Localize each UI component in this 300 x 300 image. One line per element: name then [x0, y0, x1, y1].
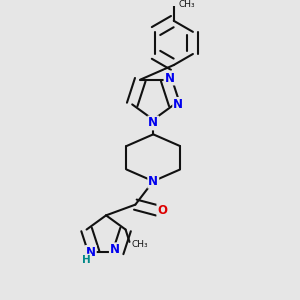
Text: O: O	[158, 204, 167, 217]
Text: H: H	[82, 255, 91, 265]
Text: N: N	[148, 175, 158, 188]
Text: CH₃: CH₃	[179, 0, 196, 9]
Text: N: N	[164, 72, 175, 85]
Text: CH₃: CH₃	[131, 240, 148, 249]
Text: N: N	[173, 98, 183, 111]
Text: N: N	[86, 246, 96, 259]
Text: N: N	[148, 116, 158, 130]
Text: N: N	[110, 243, 120, 256]
